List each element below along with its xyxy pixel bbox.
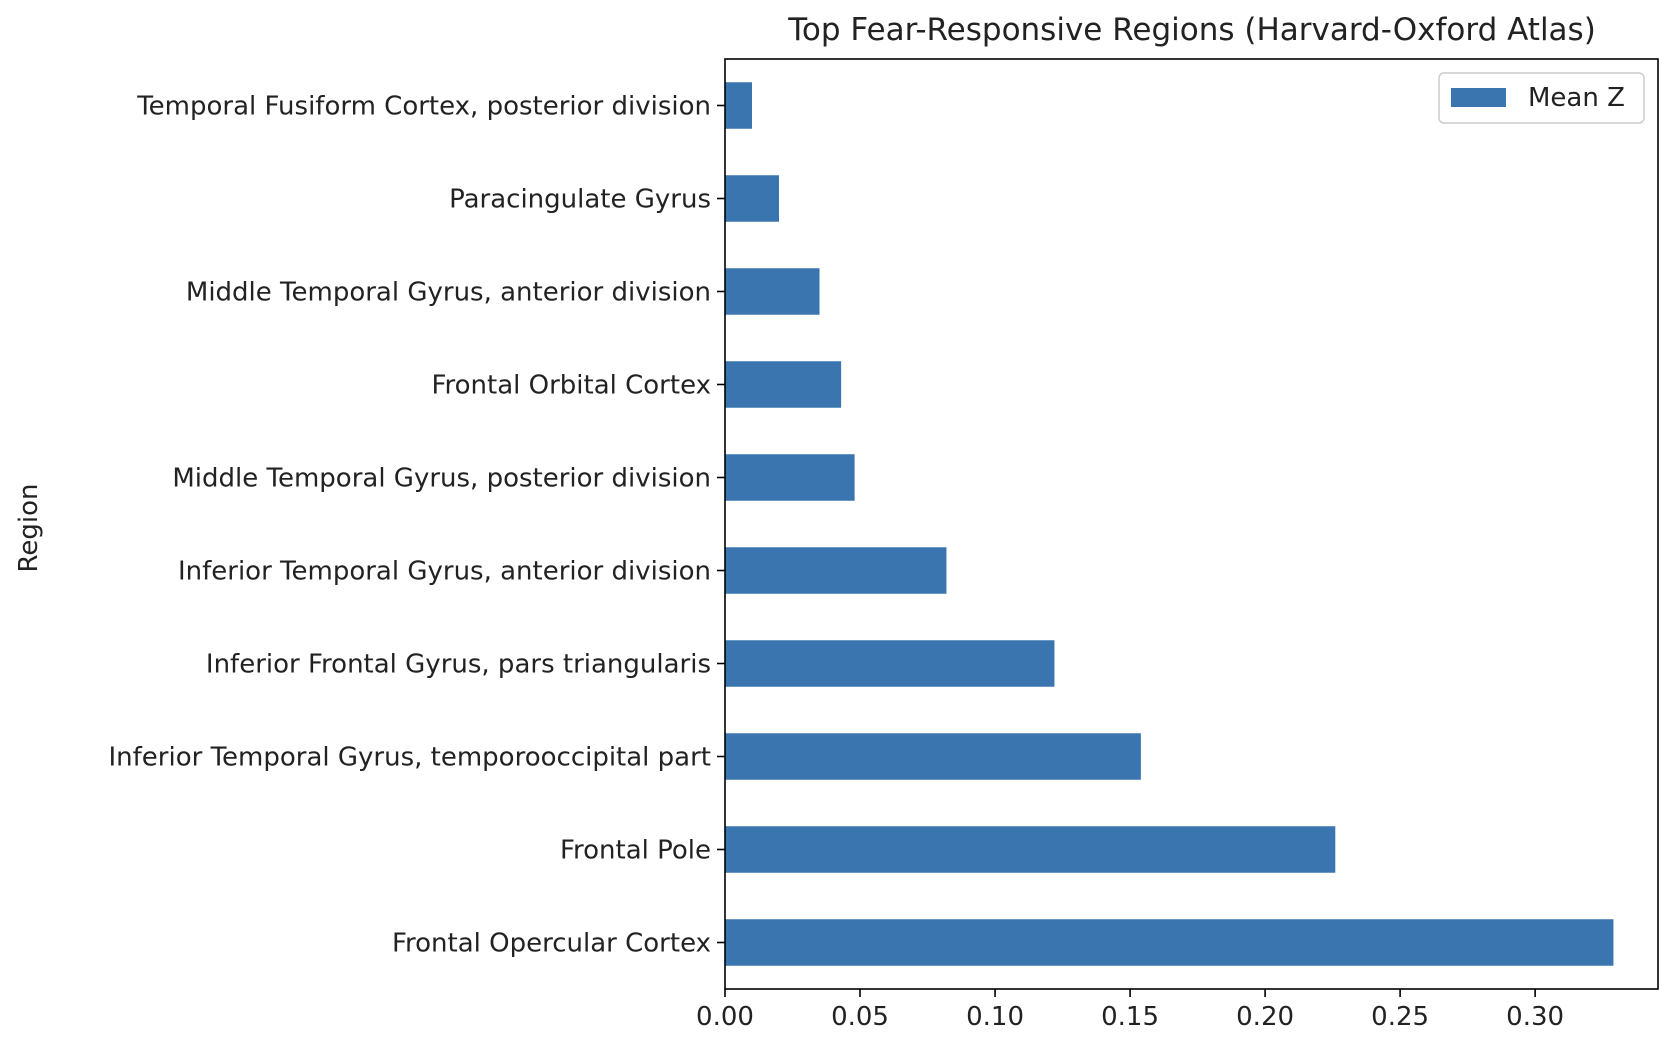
bar xyxy=(725,82,753,129)
y-axis-label: Region xyxy=(14,483,44,572)
bar xyxy=(725,640,1055,687)
bar xyxy=(725,175,780,222)
x-tick-label: 0.20 xyxy=(1236,1002,1294,1032)
bars-layer xyxy=(725,82,1614,966)
bar xyxy=(725,826,1336,873)
legend-swatch xyxy=(1451,88,1506,107)
y-tick-label: Inferior Temporal Gyrus, temporooccipita… xyxy=(109,743,712,773)
x-tick-label: 0.25 xyxy=(1371,1002,1429,1032)
bar xyxy=(725,361,842,408)
y-tick-label: Frontal Opercular Cortex xyxy=(392,929,711,959)
x-tick-label: 0.30 xyxy=(1506,1002,1564,1032)
legend-label: Mean Z xyxy=(1528,83,1625,113)
y-tick-label: Inferior Temporal Gyrus, anterior divisi… xyxy=(178,557,711,587)
x-tick-label: 0.05 xyxy=(831,1002,889,1032)
chart-title: Top Fear-Responsive Regions (Harvard-Oxf… xyxy=(787,12,1596,48)
plot-frame xyxy=(724,58,1659,990)
bar xyxy=(725,733,1141,780)
bar xyxy=(725,919,1614,966)
legend: Mean Z xyxy=(1438,72,1645,124)
y-tick-label: Middle Temporal Gyrus, anterior division xyxy=(186,278,711,308)
bar xyxy=(725,454,855,501)
bar xyxy=(725,268,820,315)
x-tick-label: 0.10 xyxy=(966,1002,1024,1032)
y-tick-label: Paracingulate Gyrus xyxy=(449,185,711,215)
y-tick-label: Frontal Orbital Cortex xyxy=(431,371,711,401)
x-tick-label: 0.00 xyxy=(696,1002,754,1032)
y-tick-label: Inferior Frontal Gyrus, pars triangulari… xyxy=(206,650,711,680)
y-tick-label: Frontal Pole xyxy=(560,836,711,866)
bar xyxy=(725,547,947,594)
x-tick-label: 0.15 xyxy=(1101,1002,1159,1032)
ticks-layer: Frontal Opercular Cortex Frontal Pole Infe… xyxy=(109,92,1565,1033)
y-tick-label: Middle Temporal Gyrus, posterior divisio… xyxy=(172,464,711,494)
y-tick-label: Temporal Fusiform Cortex, posterior divi… xyxy=(136,92,711,122)
legend-box xyxy=(1438,72,1645,124)
